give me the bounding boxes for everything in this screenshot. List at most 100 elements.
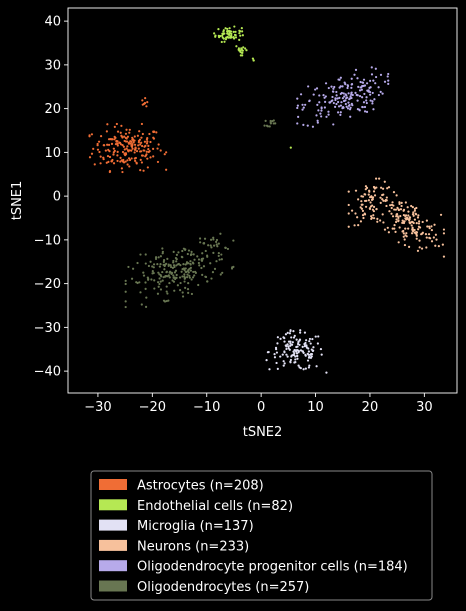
y-tick-label: −20: [34, 277, 61, 292]
scatter-point: [347, 212, 350, 215]
scatter-point: [113, 125, 116, 128]
scatter-point: [301, 345, 304, 349]
scatter-point: [179, 264, 182, 267]
scatter-point: [241, 49, 244, 52]
scatter-point: [156, 160, 160, 164]
scatter-point: [221, 271, 224, 274]
scatter-point: [189, 269, 192, 272]
scatter-point: [408, 219, 411, 222]
scatter-point: [98, 150, 101, 154]
legend-label: Endothelial cells (n=82): [137, 499, 293, 514]
scatter-point: [185, 276, 189, 279]
scatter-point: [275, 351, 279, 354]
scatter-point: [148, 132, 151, 136]
scatter-point: [327, 86, 330, 90]
scatter-point: [294, 349, 297, 352]
scatter-point: [165, 151, 168, 154]
scatter-point: [407, 210, 410, 213]
scatter-point: [104, 149, 107, 152]
scatter-point: [200, 258, 203, 262]
scatter-point: [303, 331, 307, 334]
scatter-point: [184, 263, 187, 266]
scatter-point: [430, 225, 433, 228]
scatter-point: [158, 282, 161, 286]
scatter-point: [228, 27, 231, 30]
scatter-point: [188, 267, 191, 270]
scatter-point: [402, 221, 406, 225]
scatter-point: [381, 193, 384, 197]
scatter-point: [233, 33, 237, 36]
scatter-point: [159, 280, 162, 283]
scatter-point: [401, 219, 404, 222]
scatter-point: [146, 140, 149, 143]
scatter-point: [144, 262, 147, 265]
scatter-point: [238, 30, 242, 33]
scatter-point: [128, 128, 131, 131]
scatter-point: [324, 82, 328, 85]
scatter-point: [332, 87, 335, 90]
scatter-point: [154, 257, 158, 261]
scatter-point: [382, 199, 385, 202]
scatter-point: [381, 198, 384, 201]
scatter-point: [358, 109, 361, 112]
scatter-point: [408, 216, 411, 219]
scatter-point: [312, 346, 315, 349]
scatter-point: [304, 367, 307, 370]
scatter-point: [222, 29, 225, 32]
scatter-point: [189, 253, 193, 257]
scatter-point: [168, 276, 171, 279]
legend-swatch: [99, 519, 127, 531]
scatter-point: [433, 223, 436, 226]
scatter-point: [334, 97, 337, 100]
scatter-point: [425, 236, 428, 239]
scatter-point: [295, 345, 298, 349]
scatter-point: [123, 135, 126, 138]
scatter-point: [108, 150, 111, 153]
scatter-point: [197, 283, 200, 287]
scatter-point: [386, 226, 389, 229]
scatter-point: [177, 251, 180, 254]
scatter-point: [183, 277, 186, 280]
scatter-point: [332, 123, 335, 126]
scatter-point: [106, 143, 109, 146]
scatter-point: [146, 276, 149, 279]
scatter-point: [411, 229, 415, 233]
scatter-point: [318, 94, 321, 97]
plot-frame: [67, 7, 458, 394]
scatter-point: [404, 227, 407, 230]
scatter-point: [362, 216, 365, 220]
scatter-point: [414, 213, 418, 216]
scatter-point: [276, 367, 279, 370]
scatter-point: [110, 160, 113, 163]
scatter-point: [224, 27, 227, 30]
scatter-point: [221, 36, 224, 39]
scatter-point: [96, 142, 99, 146]
scatter-point: [350, 82, 354, 86]
scatter-point: [162, 259, 166, 262]
scatter-point: [105, 161, 108, 164]
scatter-point: [241, 51, 244, 54]
scatter-point: [204, 249, 207, 253]
scatter-point: [137, 141, 140, 144]
scatter-point: [406, 206, 409, 209]
scatter-point: [340, 91, 343, 95]
scatter-point: [288, 348, 291, 351]
scatter-point: [299, 349, 303, 352]
scatter-point: [353, 224, 356, 227]
scatter-point: [297, 115, 300, 118]
scatter-point: [145, 150, 148, 153]
scatter-point: [157, 256, 160, 259]
scatter-point: [381, 187, 385, 190]
scatter-point: [99, 162, 102, 165]
scatter-point: [218, 258, 221, 261]
scatter-point: [332, 101, 335, 105]
y-tick-label: 40: [44, 15, 61, 30]
y-tick-label: 20: [44, 102, 61, 117]
scatter-point: [159, 288, 163, 291]
scatter-point: [312, 93, 315, 96]
scatter-point: [411, 205, 414, 209]
scatter-point: [410, 204, 413, 208]
scatter-point: [372, 79, 375, 82]
scatter-point: [393, 224, 396, 227]
scatter-point: [381, 92, 384, 95]
